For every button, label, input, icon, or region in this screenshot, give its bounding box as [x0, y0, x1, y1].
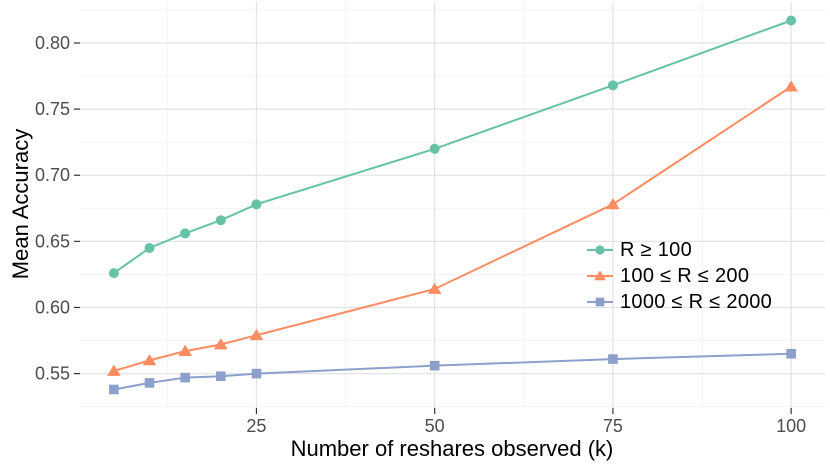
legend: R ≥ 100 100 ≤ R ≤ 200 1000 ≤ R ≤ 2000	[586, 237, 772, 315]
marker-triangle	[214, 338, 228, 350]
series-line-0	[113, 19, 792, 274]
marker-circle	[786, 15, 797, 26]
legend-label: 100 ≤ R ≤ 200	[620, 264, 750, 287]
marker-circle	[108, 268, 119, 279]
legend-key-square-icon	[587, 297, 613, 307]
marker-circle	[144, 242, 155, 253]
legend-key-circle-icon	[587, 245, 613, 255]
y-tick-label: 0.70	[35, 165, 70, 185]
legend-key-triangle	[594, 270, 606, 281]
marker-circle	[215, 215, 226, 226]
legend-label: R ≥ 100	[620, 238, 693, 261]
marker-triangle	[178, 344, 192, 357]
y-tick-label: 0.65	[35, 231, 70, 251]
legend-item-2: 1000 ≤ R ≤ 2000	[586, 289, 772, 315]
x-tick-label: 25	[246, 416, 266, 436]
y-tick-label: 0.80	[35, 33, 70, 53]
y-tick-label: 0.75	[35, 99, 70, 119]
marker-square	[144, 378, 155, 388]
marker-square	[109, 384, 119, 395]
legend-key-square	[595, 297, 605, 307]
marker-triangle	[606, 197, 620, 210]
marker-circle	[180, 228, 191, 239]
x-tick-label: 100	[776, 416, 806, 436]
x-tick-label: 50	[425, 416, 445, 436]
marker-square	[429, 360, 440, 371]
marker-circle	[251, 199, 262, 210]
legend-item-0: R ≥ 100	[586, 237, 772, 263]
marker-triangle	[249, 328, 264, 341]
x-axis-title: Number of reshares observed (k)	[290, 436, 614, 461]
x-tick-label: 75	[603, 416, 623, 436]
marker-circle	[429, 143, 440, 154]
marker-square	[251, 368, 262, 379]
marker-triangle	[784, 80, 798, 92]
marker-square	[608, 354, 618, 364]
marker-square	[786, 348, 796, 359]
marker-triangle	[142, 353, 157, 366]
marker-square	[180, 372, 190, 383]
y-tick-label: 0.60	[35, 297, 70, 317]
marker-square	[216, 371, 226, 382]
legend-key-circle	[595, 245, 605, 255]
marker-circle	[607, 80, 618, 91]
legend-item-1: 100 ≤ R ≤ 200	[586, 263, 772, 289]
y-axis-title: Mean Accuracy	[8, 128, 33, 280]
marker-triangle	[107, 364, 121, 376]
legend-label: 1000 ≤ R ≤ 2000	[620, 290, 773, 313]
series-line-2	[113, 352, 792, 391]
y-tick-label: 0.55	[35, 364, 70, 384]
marker-triangle	[427, 282, 442, 294]
series-line-1	[113, 85, 792, 372]
legend-key-triangle-icon	[587, 270, 613, 281]
